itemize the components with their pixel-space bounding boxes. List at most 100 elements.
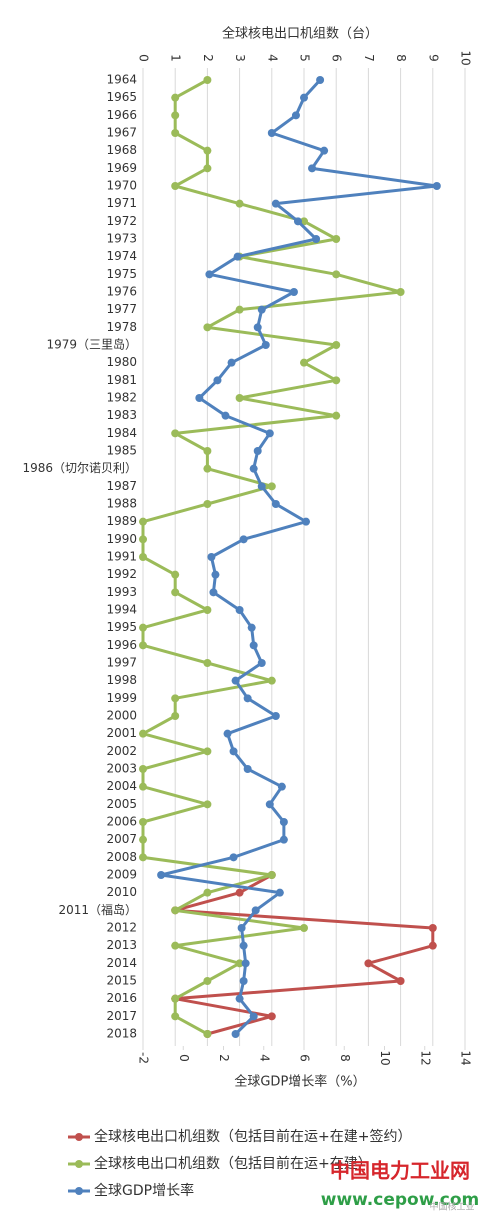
series-point (300, 924, 308, 932)
watermark-small: 中国核工业 (429, 1201, 474, 1213)
series-point (157, 871, 166, 879)
top-axis-title: 全球核电出口机组数（台） (222, 26, 378, 42)
series-point (235, 305, 244, 314)
top-tick-label: 6 (330, 54, 344, 62)
top-tick-label: 1 (169, 54, 183, 62)
series-point (203, 1030, 212, 1038)
y-tick-label: 2002 (106, 744, 137, 758)
series-point (291, 111, 300, 120)
series-point (139, 818, 147, 826)
y-tick-label: 1977 (106, 302, 137, 316)
series-point (171, 588, 180, 597)
y-tick-label: 1968 (106, 143, 137, 157)
series-point (267, 129, 276, 137)
top-tick-label: 3 (233, 54, 247, 62)
series-point (171, 111, 180, 120)
series-point (241, 959, 250, 968)
y-tick-label: 1997 (106, 656, 137, 670)
bottom-tick-label: 12 (418, 1050, 432, 1065)
series-point (316, 76, 325, 84)
top-tick-label: 7 (362, 54, 376, 62)
y-tick-label: 2006 (106, 815, 137, 829)
y-tick-label: 1970 (106, 179, 137, 193)
series-point (271, 500, 280, 508)
y-tick-label: 1969 (106, 161, 137, 175)
series-point (275, 888, 284, 897)
series-point (257, 305, 266, 314)
legend-label: 全球核电出口机组数（包括目前在运+在建+签约） (94, 1128, 411, 1145)
series-point (267, 1012, 276, 1021)
bottom-tick-label: 8 (338, 1054, 352, 1062)
y-tick-label: 1999 (106, 691, 137, 705)
bottom-tick-label: 0 (177, 1054, 191, 1062)
series-point (171, 712, 180, 720)
series-point (139, 765, 147, 773)
bottom-tick-label: 4 (257, 1054, 271, 1062)
y-tick-label: 1985 (106, 444, 137, 458)
series-point (235, 888, 244, 897)
bottom-tick-label: -2 (137, 1052, 151, 1064)
series-point (237, 924, 246, 932)
series-point (267, 482, 276, 491)
series-point (300, 93, 308, 102)
series-point (277, 782, 286, 791)
y-tick-label: 1972 (106, 214, 137, 228)
series-point (211, 570, 220, 579)
series-point (271, 712, 280, 720)
y-tick-label: 1967 (106, 126, 137, 140)
series-point (249, 641, 258, 650)
series-point (271, 199, 280, 208)
series-point (205, 270, 214, 279)
legend-item: 全球核电出口机组数（包括目前在运+在建） (68, 1155, 372, 1172)
y-tick-label: 1966 (106, 108, 137, 122)
series-point (235, 394, 244, 402)
series-point (171, 570, 180, 579)
y-tick-label: 2005 (106, 797, 137, 811)
bottom-tick-label: 14 (459, 1050, 473, 1065)
y-tick-label: 1979（三里岛） (46, 337, 137, 352)
series-point (203, 323, 212, 332)
series-point (239, 941, 248, 950)
y-tick-label: 2015 (106, 974, 137, 988)
series-point (223, 729, 232, 738)
series-point (203, 464, 212, 473)
series-point (332, 411, 341, 420)
series-point (203, 800, 212, 809)
series-point (209, 588, 218, 597)
series-point (308, 164, 317, 173)
series-point (213, 376, 222, 385)
y-tick-label: 2012 (106, 921, 137, 935)
series-point (207, 553, 216, 561)
series-point (171, 941, 180, 950)
y-tick-label: 1992 (106, 567, 137, 581)
series-point (171, 906, 180, 915)
y-tick-label: 2003 (106, 762, 137, 776)
watermark-title: 中国电力工业网 (330, 1159, 470, 1183)
bottom-axis-title: 全球GDP增长率（%） (234, 1074, 365, 1090)
series-point (257, 659, 266, 667)
series-point (229, 853, 238, 862)
y-tick-label: 1978 (106, 320, 137, 334)
y-tick-label: 2007 (106, 832, 137, 846)
series-point (332, 376, 341, 385)
series-point (249, 1012, 258, 1021)
y-tick-label: 1971 (106, 196, 137, 210)
y-tick-label: 1983 (106, 408, 137, 422)
y-tick-label: 1989 (106, 514, 137, 528)
series-point (332, 235, 341, 243)
series-point (203, 606, 212, 614)
y-tick-label: 1987 (106, 479, 137, 493)
series-point (396, 977, 405, 985)
series-point (312, 235, 321, 243)
series-point (139, 853, 147, 862)
y-tick-label: 2013 (106, 938, 137, 952)
series-point (243, 765, 252, 773)
watermark-url: www.cepow.com (321, 1190, 480, 1210)
series-point (253, 323, 262, 332)
y-tick-label: 1988 (106, 497, 137, 511)
series-point (203, 164, 212, 173)
series-point (221, 411, 230, 420)
top-tick-label: 9 (426, 54, 440, 62)
legend-item: 全球GDP增长率 (68, 1182, 194, 1199)
y-tick-label: 2016 (106, 991, 137, 1005)
